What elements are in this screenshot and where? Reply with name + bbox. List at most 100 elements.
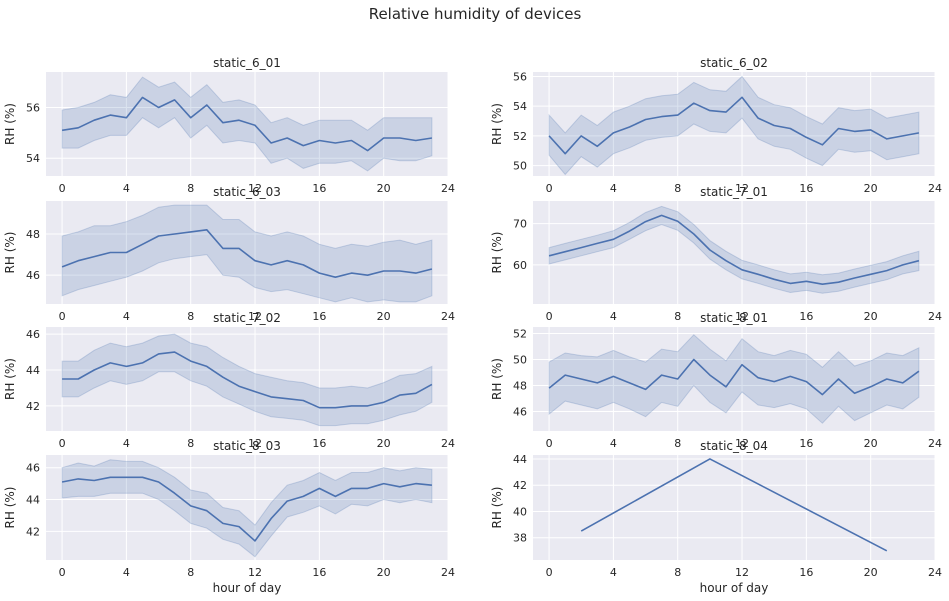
x-tick-label: 24 [928, 566, 942, 579]
x-tick-label: 4 [610, 310, 617, 323]
x-tick-label: 8 [674, 566, 681, 579]
plot-area [533, 327, 935, 431]
subplot-title: static_8_03 [213, 439, 281, 453]
subplot-title: static_6_03 [213, 185, 281, 199]
x-tick-label: 12 [735, 566, 749, 579]
x-axis-label: hour of day [213, 581, 282, 595]
x-tick-label: 0 [546, 437, 553, 450]
x-tick-label: 8 [187, 566, 194, 579]
y-tick-label: 44 [26, 494, 40, 507]
x-tick-label: 0 [546, 182, 553, 195]
y-axis-label: RH (%) [3, 358, 17, 400]
x-tick-label: 20 [377, 310, 391, 323]
confidence-band [548, 75, 920, 176]
x-tick-label: 4 [123, 310, 130, 323]
subplot-static-7-02: 0 4 8 12 16 20 24 42 44 46 static_7_02 RH (%) [3, 311, 455, 450]
x-tick-label: 8 [187, 310, 194, 323]
y-tick-label: 42 [26, 400, 40, 413]
plot-area [533, 201, 935, 304]
y-axis-label: RH (%) [3, 232, 17, 274]
series-line [61, 229, 433, 279]
x-tick-label: 12 [735, 310, 749, 323]
y-tick-label: 38 [513, 532, 527, 545]
plot-area [533, 72, 935, 176]
x-tick-label: 20 [864, 310, 878, 323]
x-tick-label: 12 [248, 437, 262, 450]
x-tick-label: 24 [928, 182, 942, 195]
subplot-title: static_8_01 [700, 311, 768, 325]
confidence-band [548, 205, 920, 294]
series-line [61, 96, 433, 152]
series-line [62, 351, 433, 409]
x-tick-label: 8 [187, 182, 194, 195]
y-tick-label: 52 [513, 130, 527, 143]
series-line [548, 96, 920, 155]
confidence-band [548, 334, 920, 424]
x-tick-label: 12 [248, 182, 262, 195]
x-tick-label: 8 [674, 437, 681, 450]
x-tick-label: 20 [864, 566, 878, 579]
x-tick-label: 4 [610, 437, 617, 450]
y-tick-label: 46 [26, 269, 40, 282]
x-tick-label: 12 [735, 182, 749, 195]
y-tick-label: 54 [26, 152, 40, 165]
x-tick-label: 8 [187, 437, 194, 450]
plot-area [46, 327, 448, 431]
x-tick-label: 20 [864, 182, 878, 195]
x-tick-label: 24 [928, 437, 942, 450]
x-tick-label: 4 [610, 182, 617, 195]
x-tick-label: 24 [441, 182, 455, 195]
subplot-title: static_6_01 [213, 56, 281, 70]
series-line [61, 476, 432, 542]
subplot-title: static_7_02 [213, 311, 281, 325]
confidence-band [61, 459, 433, 558]
y-tick-label: 46 [26, 328, 40, 341]
x-tick-label: 16 [799, 310, 813, 323]
x-tick-label: 16 [312, 437, 326, 450]
x-tick-label: 16 [799, 182, 813, 195]
y-tick-label: 40 [513, 505, 527, 518]
y-axis-label: RH (%) [490, 103, 504, 145]
y-tick-label: 56 [26, 102, 40, 115]
x-tick-label: 20 [377, 437, 391, 450]
x-tick-label: 12 [248, 310, 262, 323]
series-line [580, 458, 888, 552]
y-tick-label: 42 [513, 479, 527, 492]
x-tick-label: 12 [735, 437, 749, 450]
x-tick-label: 24 [441, 437, 455, 450]
y-tick-label: 54 [513, 100, 527, 113]
y-axis-label: RH (%) [490, 232, 504, 274]
plot-area [46, 455, 448, 560]
x-tick-label: 0 [546, 566, 553, 579]
x-tick-label: 4 [123, 437, 130, 450]
y-tick-label: 50 [513, 160, 527, 173]
y-tick-label: 52 [513, 328, 527, 341]
y-axis-label: RH (%) [3, 487, 17, 529]
subplot-static-7-01: 0 4 8 12 16 20 24 60 70 static_7_01 RH (%) [490, 185, 942, 323]
y-tick-label: 50 [513, 354, 527, 367]
x-tick-label: 0 [59, 566, 66, 579]
y-tick-label: 44 [513, 453, 527, 466]
x-tick-label: 24 [441, 310, 455, 323]
x-tick-label: 24 [928, 310, 942, 323]
subplot-static-6-01: 0 4 8 12 16 20 24 54 56 static_6_01 RH (%) [3, 56, 455, 195]
y-tick-label: 44 [26, 364, 40, 377]
x-tick-label: 0 [546, 310, 553, 323]
y-tick-label: 48 [26, 228, 40, 241]
y-axis-label: RH (%) [490, 358, 504, 400]
x-tick-label: 0 [59, 182, 66, 195]
y-axis-label: RH (%) [3, 103, 17, 145]
y-tick-label: 42 [26, 525, 40, 538]
subplot-title: static_8_04 [700, 439, 768, 453]
subplot-title: static_6_02 [700, 56, 768, 70]
y-tick-label: 60 [513, 259, 527, 272]
y-tick-label: 46 [513, 406, 527, 419]
x-tick-label: 20 [377, 566, 391, 579]
confidence-band [61, 76, 433, 172]
x-tick-label: 12 [248, 566, 262, 579]
subplot-static-6-02: 0 4 8 12 16 20 24 50 52 54 56 static_6_02 RH (%) [490, 56, 942, 195]
